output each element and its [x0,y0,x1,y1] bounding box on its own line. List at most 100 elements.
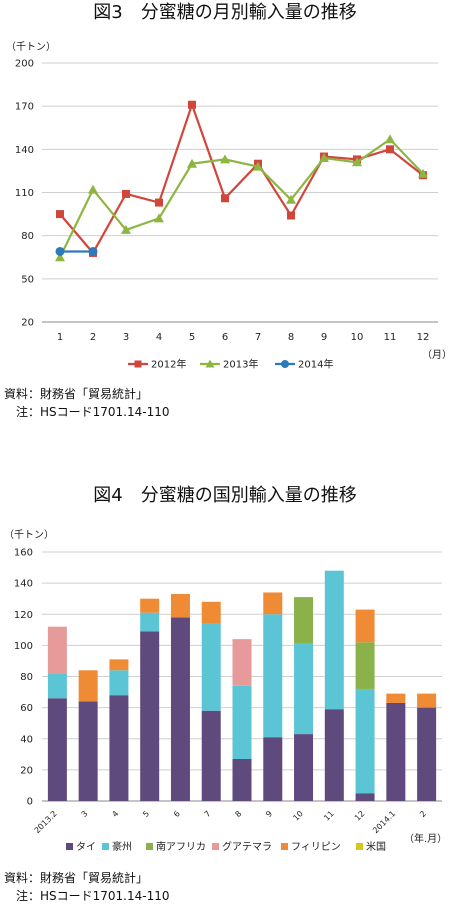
x-tick-label: 3 [80,809,90,819]
bar-segment [263,592,283,615]
y-tick-label: 0 [27,797,33,808]
stacked-bar-chart: 図4 分蜜糖の国別輸入量の推移 （千トン） 0 20 40 60 80 100 120 140… [4,485,447,853]
x-tick-label: 10 [291,809,305,823]
bar-segment [170,617,190,801]
bar-segment [201,623,221,711]
legend-label: 米国 [366,840,386,853]
bar-segment [263,614,283,738]
y-tick-label: 160 [14,548,33,559]
data-point [287,211,295,220]
series-line [59,101,424,255]
chart2-x-unit: （年.月） [404,832,447,845]
x-tick-label: 4 [156,332,162,343]
y-tick-label: 40 [20,734,33,745]
chart2-source-note: 資料：財務省「貿易統計」 注：HSコード1701.14-110 [4,869,170,905]
source-line: 資料：財務省「貿易統計」 [4,387,149,401]
data-point [418,168,428,178]
bar-segment [201,601,221,624]
data-point [386,145,394,154]
series-line [59,137,424,258]
x-tick-label: 9 [264,809,274,819]
legend-label: グアテマラ [222,840,272,853]
chart2-legend: タイ 豪州 南アフリカ グアテマラ フィリピン 米国 [66,840,386,853]
x-tick-label: 6 [172,809,182,819]
bar-segment [140,631,160,801]
legend-marker [281,360,289,368]
x-tick-label: 11 [384,332,397,343]
chart1-legend: 2012年 2013年 2014年 [128,358,333,371]
bar-segment [355,688,375,794]
bar-segment [386,693,406,703]
bar-segment [263,737,283,801]
legend-swatch [66,843,73,850]
chart1-series [55,100,428,262]
bar-segment [109,670,129,696]
x-tick-label: 8 [288,332,294,343]
data-point [55,246,65,256]
bar-segment [232,758,252,801]
x-tick-label: 2 [90,332,96,343]
legend-swatch [102,843,109,850]
note-line: 注：HSコード1701.14-110 [4,889,170,903]
bar-segment [417,707,437,801]
data-point [286,194,296,204]
y-tick-label: 80 [21,231,34,242]
y-tick-label: 140 [15,145,34,156]
bar-segment [386,702,406,801]
chart1-title: 図3 分蜜糖の月別輸入量の推移 [93,2,356,23]
chart1-gridlines [42,62,438,323]
y-tick-label: 120 [14,610,33,621]
data-point [155,198,163,207]
legend-label: 南アフリカ [156,840,206,853]
legend-label: 豪州 [112,840,132,853]
bar-segment [109,659,129,671]
x-tick-label: 7 [203,809,213,819]
data-point [122,189,130,198]
bar-segment [232,639,252,686]
data-point [221,194,229,203]
legend-swatch [212,843,219,850]
y-tick-label: 20 [20,765,33,776]
bar-segment [47,626,67,674]
data-point [121,224,131,234]
legend-label: タイ [76,841,96,853]
data-point [88,184,98,194]
bar-segment [47,698,67,801]
x-tick-label: 12 [417,332,430,343]
y-tick-label: 170 [15,102,34,113]
bar-segment [417,693,437,708]
y-tick-label: 60 [20,703,33,714]
bar-segment [140,612,160,632]
chart1-x-ticks: 1 2 3 4 5 6 7 8 9 10 11 12 [57,332,430,343]
data-point [154,213,164,223]
note-line: 注：HSコード1701.14-110 [4,405,170,419]
data-point [88,246,98,256]
line-chart: 図3 分蜜糖の月別輸入量の推移 （千トン） 205080110140170200… [6,2,450,371]
legend-swatch [146,843,153,850]
data-point [188,100,196,109]
y-tick-label: 110 [15,188,34,199]
bar-segment [324,709,344,801]
chart2-x-ticks: 2013.2 3 4 5 6 7 8 9 10 11 12 2014.1 2 [33,809,428,835]
bar-segment [47,673,67,699]
data-point [253,161,263,171]
chart2-title: 図4 分蜜糖の国別輸入量の推移 [93,485,356,506]
data-point [385,134,395,144]
bar-segment [201,710,221,801]
legend-swatch [281,843,288,850]
data-point [56,210,64,219]
bar-segment [140,598,160,613]
x-tick-label: 2014.1 [371,809,397,835]
y-tick-label: 200 [15,59,34,70]
bar-segment [170,594,190,618]
legend-marker [134,360,142,368]
legend-label: 2013年 [223,358,258,371]
data-point [187,158,197,168]
y-tick-label: 80 [20,672,33,683]
bar-segment [355,642,375,689]
x-tick-label: 6 [222,332,228,343]
x-tick-label: 4 [110,809,120,819]
data-point [55,252,65,262]
y-tick-label: 100 [14,641,33,652]
